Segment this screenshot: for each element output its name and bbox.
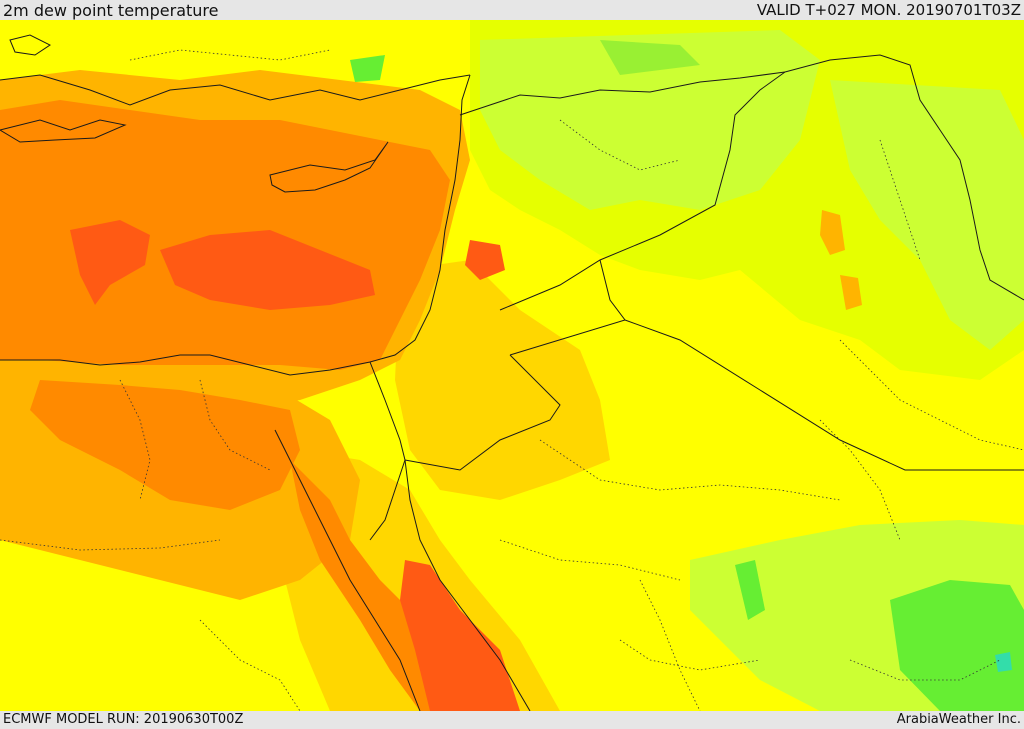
field-orange-egypt (30, 380, 300, 510)
field-cyan-spot (995, 652, 1012, 672)
map-footer: ECMWF MODEL RUN: 20190630T00Z ArabiaWeat… (0, 711, 1024, 729)
field-green-southeast (890, 580, 1024, 711)
field-green-patch-2 (600, 40, 700, 75)
field-yellow-southwest (0, 540, 360, 711)
field-lime-east (830, 80, 1024, 350)
coast-gulf-suez (369, 459, 406, 541)
field-lime-inner (480, 30, 820, 210)
field-gold-levant (395, 260, 610, 500)
border-jordan-saudi (404, 354, 561, 471)
border-syria-iraq (499, 71, 786, 311)
map-header: 2m dew point temperature VALID T+027 MON… (0, 0, 1024, 20)
field-red-med-west (70, 220, 150, 305)
border-turkey-syria (459, 71, 786, 116)
coast-aegean-islands (9, 34, 51, 56)
border-iraq-iran (784, 54, 1024, 301)
field-red-red-sea (400, 560, 520, 711)
field-red-med-center (160, 230, 375, 310)
coast-crete (0, 119, 127, 143)
border-jordan-iraq (509, 259, 626, 356)
field-amber-iraq-lake-2 (840, 275, 862, 310)
coast-turkey (0, 74, 471, 106)
coast-cyprus (269, 141, 389, 193)
field-amber-iraq-lake (820, 210, 845, 255)
coast-red-sea-east (404, 459, 531, 711)
credit: ArabiaWeather Inc. (896, 712, 1021, 727)
country-borders (369, 54, 1024, 471)
coast-red-sea-west (274, 429, 421, 711)
border-iraq-saudi (624, 319, 1024, 471)
field-green-patch-1 (350, 55, 385, 82)
field-green-spot (735, 560, 765, 620)
field-orange-red-sea (290, 460, 520, 711)
dew-point-map (0, 20, 1024, 711)
valid-time: VALID T+027 MON. 20190701T03Z (756, 1, 1021, 19)
map-title: 2m dew point temperature (3, 1, 219, 20)
model-run: ECMWF MODEL RUN: 20190630T00Z (3, 712, 244, 727)
admin-boundaries (0, 49, 1024, 711)
border-egypt-israel (369, 361, 406, 461)
field-red-med-north (465, 240, 505, 280)
